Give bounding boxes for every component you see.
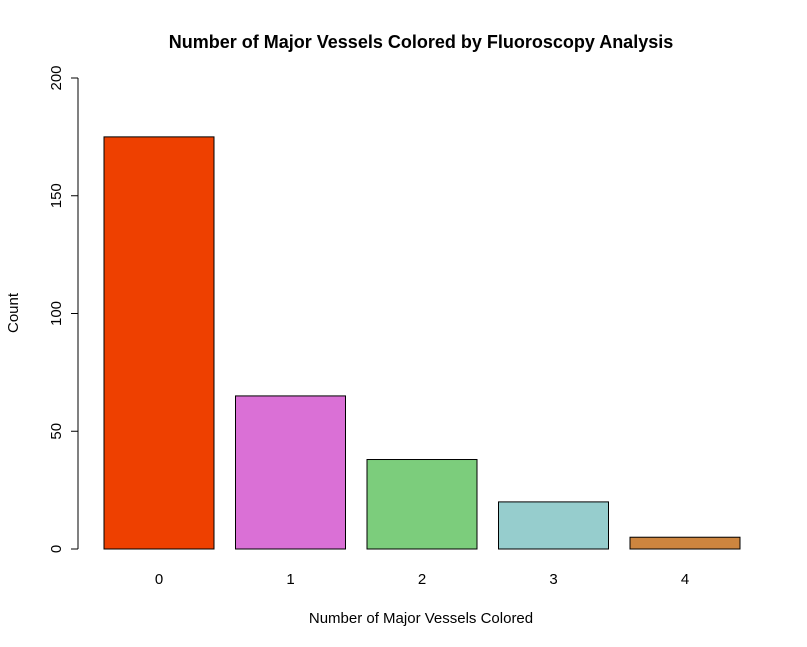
y-tick-label: 0 xyxy=(48,545,65,553)
x-tick-label: 1 xyxy=(286,571,294,588)
y-tick-label: 150 xyxy=(48,183,65,208)
x-tick-label: 4 xyxy=(681,571,689,588)
bar-1 xyxy=(235,395,346,550)
x-tick-label: 2 xyxy=(418,571,426,588)
bar-3 xyxy=(498,501,609,550)
bar-0 xyxy=(103,136,215,550)
y-tick-label: 200 xyxy=(48,65,65,90)
chart-title: Number of Major Vessels Colored by Fluor… xyxy=(169,32,673,52)
bar-4 xyxy=(629,536,741,550)
y-axis: 0 50 100 150 200 xyxy=(48,65,79,553)
bars-group xyxy=(103,136,741,550)
y-axis-label: Count xyxy=(5,292,22,333)
x-tick-labels: 0 1 2 3 4 xyxy=(155,571,689,588)
x-tick-label: 0 xyxy=(155,571,163,588)
y-tick-label: 50 xyxy=(48,423,65,440)
bar-2 xyxy=(366,459,478,550)
x-tick-label: 3 xyxy=(549,571,557,588)
x-axis-label: Number of Major Vessels Colored xyxy=(309,610,533,627)
y-tick-label: 100 xyxy=(48,301,65,326)
